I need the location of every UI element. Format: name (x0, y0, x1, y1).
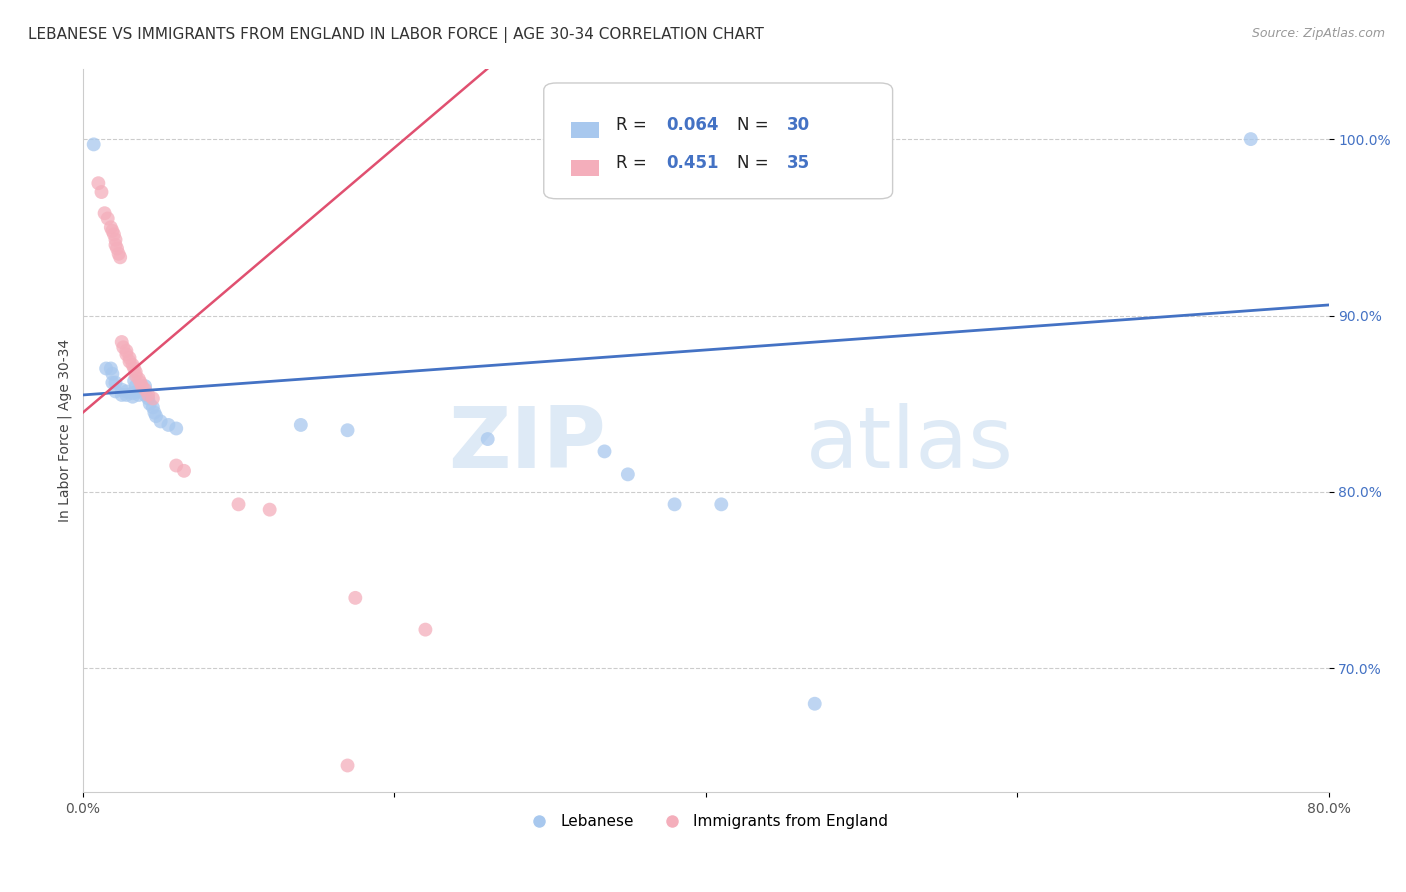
Point (115, 347, 138, 361)
Point (94, 361, 117, 376)
Point (143, 406, 166, 420)
Point (122, 361, 145, 376)
Point (100, 361, 122, 376)
Text: N =: N = (737, 116, 773, 134)
Point (125, 368, 148, 383)
Text: Source: ZipAtlas.com: Source: ZipAtlas.com (1251, 27, 1385, 40)
Point (128, 388, 150, 402)
Point (125, 365, 148, 379)
Point (112, 340, 135, 354)
Point (134, 379, 156, 393)
Point (93, 206, 115, 220)
Point (104, 238, 127, 252)
Text: atlas: atlas (806, 403, 1014, 486)
Point (115, 388, 138, 402)
Point (115, 343, 138, 358)
Point (108, 250, 131, 264)
Point (136, 388, 159, 402)
Point (101, 224, 124, 238)
Text: 30: 30 (787, 116, 810, 134)
Text: ZIP: ZIP (449, 403, 606, 486)
Point (803, 697, 825, 711)
Point (173, 464, 195, 478)
Point (97, 211, 120, 226)
Point (118, 354, 141, 368)
Point (105, 242, 128, 256)
Point (165, 421, 187, 435)
Bar (571, 161, 599, 177)
Point (136, 392, 159, 406)
Point (104, 384, 127, 399)
Point (111, 383, 134, 397)
Point (104, 233, 127, 247)
Text: LEBANESE VS IMMIGRANTS FROM ENGLAND IN LABOR FORCE | AGE 30-34 CORRELATION CHART: LEBANESE VS IMMIGRANTS FROM ENGLAND IN L… (28, 27, 763, 43)
Point (134, 388, 156, 402)
Point (90, 185, 112, 199)
Point (593, 444, 616, 458)
Point (87, 176, 110, 190)
Point (139, 397, 162, 411)
Point (477, 432, 499, 446)
Text: 0.451: 0.451 (666, 154, 718, 172)
Point (101, 367, 124, 381)
Point (259, 502, 281, 516)
Point (617, 467, 640, 482)
Point (290, 417, 312, 432)
Point (1240, 132, 1263, 146)
Point (149, 414, 172, 428)
Text: N =: N = (737, 154, 773, 172)
Point (121, 386, 143, 401)
Text: R =: R = (616, 116, 652, 134)
Point (104, 376, 127, 390)
Point (336, 758, 359, 772)
Point (664, 497, 686, 511)
Point (83, 137, 105, 152)
Point (101, 376, 124, 390)
Point (131, 379, 153, 393)
Bar (571, 122, 599, 138)
Point (111, 388, 134, 402)
Legend: Lebanese, Immigrants from England: Lebanese, Immigrants from England (517, 808, 894, 835)
Point (121, 358, 143, 372)
Point (115, 384, 138, 399)
Point (344, 591, 367, 605)
Point (103, 227, 125, 242)
Point (228, 497, 250, 511)
Point (129, 376, 152, 390)
Point (122, 374, 145, 388)
Point (134, 383, 156, 397)
Point (118, 351, 141, 365)
FancyBboxPatch shape (544, 83, 893, 199)
Point (710, 497, 733, 511)
Y-axis label: In Labor Force | Age 30-34: In Labor Force | Age 30-34 (58, 339, 72, 522)
Point (142, 392, 165, 406)
Point (336, 423, 359, 437)
Point (111, 334, 134, 349)
Point (107, 247, 129, 261)
Point (127, 384, 149, 399)
Point (165, 458, 187, 473)
Text: 35: 35 (787, 154, 810, 172)
Point (142, 401, 165, 415)
Point (125, 379, 148, 393)
Point (121, 390, 143, 404)
Point (157, 417, 180, 432)
Text: R =: R = (616, 154, 652, 172)
Point (128, 372, 150, 386)
Text: 0.064: 0.064 (666, 116, 718, 134)
Point (415, 623, 437, 637)
Point (145, 409, 167, 424)
Point (100, 220, 122, 235)
